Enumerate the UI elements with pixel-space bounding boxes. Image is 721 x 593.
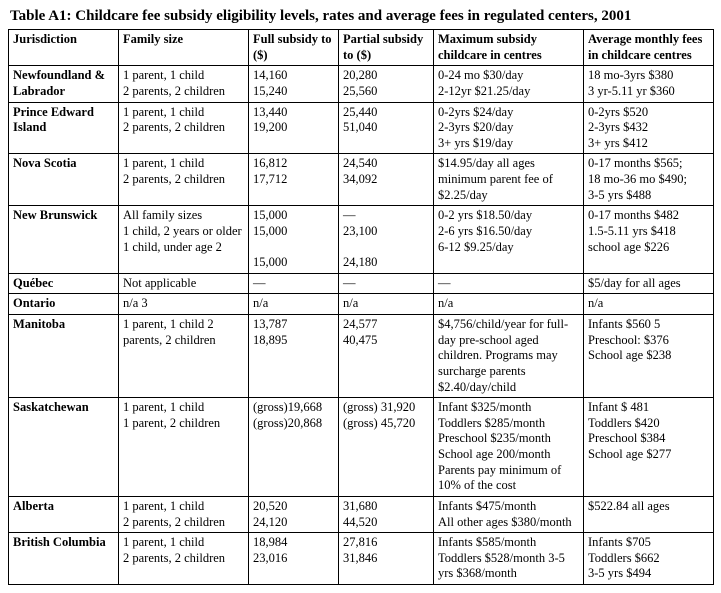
cell-family: 1 parent, 1 child2 parents, 2 children (119, 102, 249, 154)
cell-partial: (gross) 31,920(gross) 45,720 (339, 398, 434, 497)
cell-avg: 0-17 months $565;18 mo-36 mo $490;3-5 yr… (584, 154, 714, 206)
cell-max: $14.95/day all ages minimum parent fee o… (434, 154, 584, 206)
cell-avg: Infant $ 481Toddlers $420Preschool $384S… (584, 398, 714, 497)
table-row: Prince Edward Island 1 parent, 1 child2 … (9, 102, 714, 154)
cell-family: 1 parent, 1 child2 parents, 2 children (119, 154, 249, 206)
cell-full: 14,16015,240 (249, 66, 339, 102)
cell-avg: n/a (584, 294, 714, 315)
table-row: Nova Scotia 1 parent, 1 child2 parents, … (9, 154, 714, 206)
cell-full: 13,44019,200 (249, 102, 339, 154)
col-full-subsidy: Full subsidy to ($) (249, 30, 339, 66)
cell-full: 13,78718,895 (249, 315, 339, 398)
col-jurisdiction: Jurisdiction (9, 30, 119, 66)
cell-partial: 24,57740,475 (339, 315, 434, 398)
cell-jurisdiction: Ontario (9, 294, 119, 315)
cell-family: 1 parent, 1 child2 parents, 2 children (119, 66, 249, 102)
cell-avg: Infants $560 5Preschool: $376School age … (584, 315, 714, 398)
cell-avg: Infants $705Toddlers $6623-5 yrs $494 (584, 533, 714, 585)
cell-full: 16,81217,712 (249, 154, 339, 206)
table-row: Québec Not applicable — — — $5/day for a… (9, 273, 714, 294)
cell-jurisdiction: Alberta (9, 496, 119, 532)
cell-max: $4,756/child/year for full-day pre-schoo… (434, 315, 584, 398)
cell-avg: 0-2yrs $5202-3yrs $4323+ yrs $412 (584, 102, 714, 154)
cell-avg: 0-17 months $4821.5-5.11 yrs $418school … (584, 206, 714, 274)
cell-partial: 20,28025,560 (339, 66, 434, 102)
table-header-row: Jurisdiction Family size Full subsidy to… (9, 30, 714, 66)
cell-jurisdiction: Nova Scotia (9, 154, 119, 206)
cell-avg: $522.84 all ages (584, 496, 714, 532)
cell-family: Not applicable (119, 273, 249, 294)
cell-family: n/a 3 (119, 294, 249, 315)
col-avg-fees: Average monthly fees in childcare centre… (584, 30, 714, 66)
cell-full: 20,52024,120 (249, 496, 339, 532)
cell-family: All family sizes1 child, 2 years or olde… (119, 206, 249, 274)
cell-max: n/a (434, 294, 584, 315)
cell-max: Infant $325/monthToddlers $285/monthPres… (434, 398, 584, 497)
cell-full: 15,00015,00015,000 (249, 206, 339, 274)
cell-partial: 27,81631,846 (339, 533, 434, 585)
cell-full: 18,98423,016 (249, 533, 339, 585)
cell-max: — (434, 273, 584, 294)
cell-jurisdiction: British Columbia (9, 533, 119, 585)
cell-family: 1 parent, 1 child1 parent, 2 children (119, 398, 249, 497)
table-row: Manitoba 1 parent, 1 child 2 parents, 2 … (9, 315, 714, 398)
cell-max: Infants $585/monthToddlers $528/month 3-… (434, 533, 584, 585)
table-row: Saskatchewan 1 parent, 1 child1 parent, … (9, 398, 714, 497)
cell-max: 0-2 yrs $18.50/day2-6 yrs $16.50/day6-12… (434, 206, 584, 274)
cell-max: 0-24 mo $30/day2-12yr $21.25/day (434, 66, 584, 102)
cell-family: 1 parent, 1 child2 parents, 2 children (119, 496, 249, 532)
table-title: Table A1: Childcare fee subsidy eligibil… (10, 8, 713, 25)
cell-partial: n/a (339, 294, 434, 315)
cell-family: 1 parent, 1 child2 parents, 2 children (119, 533, 249, 585)
cell-avg: $5/day for all ages (584, 273, 714, 294)
cell-jurisdiction: Manitoba (9, 315, 119, 398)
cell-family: 1 parent, 1 child 2 parents, 2 children (119, 315, 249, 398)
cell-full: — (249, 273, 339, 294)
cell-jurisdiction: Newfoundland & Labrador (9, 66, 119, 102)
cell-max: 0-2yrs $24/day2-3yrs $20/day3+ yrs $19/d… (434, 102, 584, 154)
cell-partial: 31,68044,520 (339, 496, 434, 532)
subsidy-table: Jurisdiction Family size Full subsidy to… (8, 29, 714, 585)
cell-full: (gross)19,668(gross)20,868 (249, 398, 339, 497)
table-row: New Brunswick All family sizes1 child, 2… (9, 206, 714, 274)
cell-jurisdiction: Saskatchewan (9, 398, 119, 497)
col-family-size: Family size (119, 30, 249, 66)
table-row: British Columbia 1 parent, 1 child2 pare… (9, 533, 714, 585)
cell-jurisdiction: New Brunswick (9, 206, 119, 274)
table-row: Newfoundland & Labrador 1 parent, 1 chil… (9, 66, 714, 102)
cell-max: Infants $475/monthAll other ages $380/mo… (434, 496, 584, 532)
cell-partial: —23,10024,180 (339, 206, 434, 274)
cell-jurisdiction: Québec (9, 273, 119, 294)
cell-partial: 25,44051,040 (339, 102, 434, 154)
cell-avg: 18 mo-3yrs $3803 yr-5.11 yr $360 (584, 66, 714, 102)
table-row: Ontario n/a 3 n/a n/a n/a n/a (9, 294, 714, 315)
cell-partial: — (339, 273, 434, 294)
col-partial-subsidy: Partial subsidy to ($) (339, 30, 434, 66)
col-max-subsidy: Maximum subsidy childcare in centres (434, 30, 584, 66)
cell-full: n/a (249, 294, 339, 315)
cell-partial: 24,54034,092 (339, 154, 434, 206)
table-row: Alberta 1 parent, 1 child2 parents, 2 ch… (9, 496, 714, 532)
cell-jurisdiction: Prince Edward Island (9, 102, 119, 154)
